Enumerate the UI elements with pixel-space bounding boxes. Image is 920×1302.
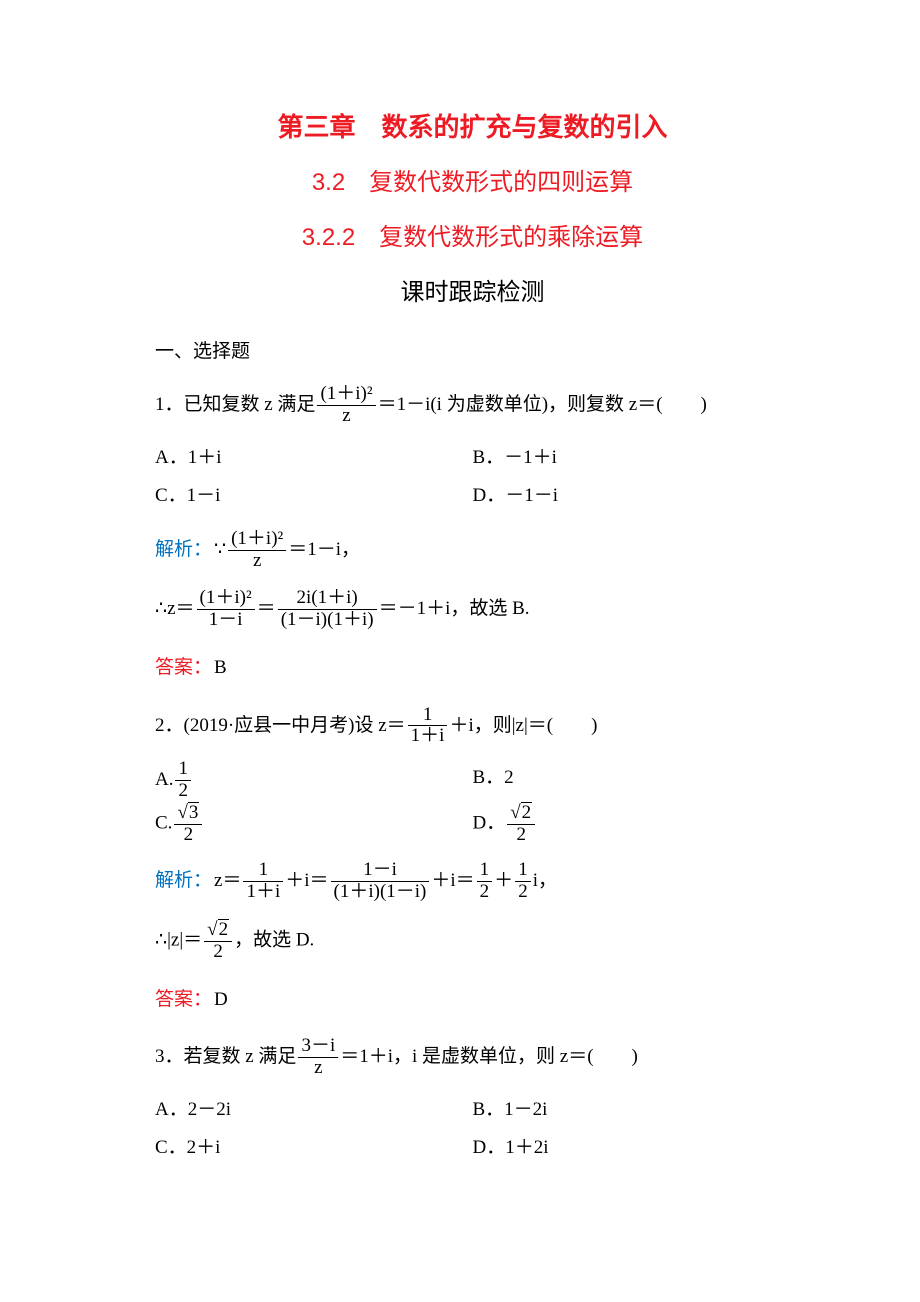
q3-stem-prefix: 3．若复数 z 满足 — [155, 1046, 296, 1067]
q2-explain-line2: ∴|z|＝22，故选 D. — [155, 919, 790, 963]
q1-options: A．1＋i B．－1＋i C．1－i D．－1－i — [155, 439, 790, 515]
q1-answer: 答案：B — [155, 647, 790, 689]
q1-exp-frac1: (1＋i)²z — [228, 529, 286, 572]
q3-stem-suffix: ＝1＋i，i 是虚数单位，则 z＝( ) — [340, 1046, 638, 1067]
q2-option-a: A.12 — [155, 759, 473, 802]
q3-stem-frac: 3－iz — [298, 1036, 338, 1079]
question-3: 3．若复数 z 满足3－iz＝1＋i，i 是虚数单位，则 z＝( ) — [155, 1036, 790, 1079]
q1-stem-suffix: ＝1－i(i 为虚数单位)，则复数 z＝( ) — [378, 394, 707, 415]
section-title: 3.2 复数代数形式的四则运算 — [155, 163, 790, 204]
q3-options: A．2－2i B．1－2i C．2＋i D．1＋2i — [155, 1091, 790, 1167]
chapter-title: 第三章 数系的扩充与复数的引入 — [155, 105, 790, 149]
explain-label: 解析： — [155, 539, 212, 560]
q1-stem-fraction: (1＋i)²z — [317, 384, 375, 427]
q1-exp-frac2a: (1＋i)²1－i — [197, 588, 255, 631]
tracking-title: 课时跟踪检测 — [155, 273, 790, 314]
q2-answer: 答案：D — [155, 979, 790, 1021]
q1-option-b: B．－1＋i — [473, 439, 791, 477]
q2-option-c: C.32 — [155, 802, 473, 846]
q2-option-b: B．2 — [473, 759, 791, 802]
q1-explain-line1: 解析：∵(1＋i)²z＝1－i， — [155, 529, 790, 572]
q1-option-d: D．－1－i — [473, 477, 791, 515]
explain-label: 解析： — [155, 870, 212, 891]
q3-option-a: A．2－2i — [155, 1091, 473, 1129]
q1-exp-frac2b: 2i(1＋i)(1－i)(1＋i) — [278, 588, 377, 631]
q1-stem-prefix: 1．已知复数 z 满足 — [155, 394, 315, 415]
q3-option-b: B．1－2i — [473, 1091, 791, 1129]
question-1: 1．已知复数 z 满足(1＋i)²z＝1－i(i 为虚数单位)，则复数 z＝( … — [155, 384, 790, 427]
q1-option-a: A．1＋i — [155, 439, 473, 477]
answer-label: 答案： — [155, 989, 212, 1010]
q2-option-d: D．22 — [473, 802, 791, 846]
answer-label: 答案： — [155, 657, 212, 678]
q2-explain-line1: 解析：z＝11＋i＋i＝1－i(1＋i)(1－i)＋i＝12＋12i， — [155, 860, 790, 903]
q3-option-d: D．1＋2i — [473, 1129, 791, 1167]
q1-option-c: C．1－i — [155, 477, 473, 515]
section-heading: 一、选择题 — [155, 336, 790, 368]
subsection-title: 3.2.2 复数代数形式的乘除运算 — [155, 218, 790, 259]
q2-stem-suffix: ＋i，则|z|＝( ) — [449, 714, 597, 735]
q2-stem-frac: 11＋i — [408, 705, 448, 748]
question-2: 2．(2019·应县一中月考)设 z＝11＋i＋i，则|z|＝( ) — [155, 705, 790, 748]
q3-option-c: C．2＋i — [155, 1129, 473, 1167]
q1-explain-line2: ∴z＝(1＋i)²1－i＝2i(1＋i)(1－i)(1＋i)＝－1＋i，故选 B… — [155, 588, 790, 631]
q2-options: A.12 B．2 C.32 D．22 — [155, 759, 790, 846]
q2-stem-prefix: 2．(2019·应县一中月考)设 z＝ — [155, 714, 406, 735]
